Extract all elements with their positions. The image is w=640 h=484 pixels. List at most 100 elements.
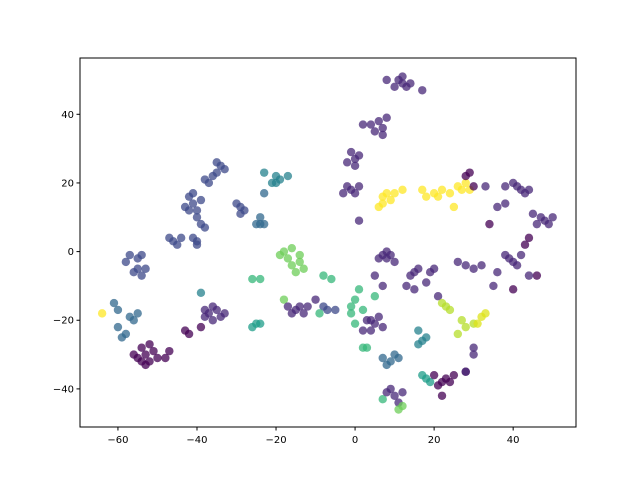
point xyxy=(544,219,553,229)
point xyxy=(382,254,391,263)
point xyxy=(327,274,336,284)
point xyxy=(113,322,123,332)
point xyxy=(414,326,423,335)
point xyxy=(153,353,162,363)
point xyxy=(358,305,368,315)
point xyxy=(457,316,466,325)
point xyxy=(493,202,502,212)
point xyxy=(378,123,387,133)
point xyxy=(378,130,387,140)
point xyxy=(508,285,518,294)
point xyxy=(378,322,387,332)
point xyxy=(319,271,328,280)
point xyxy=(394,353,403,363)
point xyxy=(370,271,380,280)
point xyxy=(390,189,399,198)
point xyxy=(125,250,134,260)
point xyxy=(425,377,435,387)
point xyxy=(141,350,150,359)
point xyxy=(406,79,415,88)
point xyxy=(390,257,399,267)
point xyxy=(461,367,470,376)
point xyxy=(366,120,376,129)
point xyxy=(489,281,498,291)
point xyxy=(374,312,383,322)
point xyxy=(437,391,447,400)
point xyxy=(374,116,383,126)
point xyxy=(232,199,241,208)
point xyxy=(469,182,478,191)
point xyxy=(196,288,206,297)
point xyxy=(256,319,265,328)
point xyxy=(386,195,395,205)
point xyxy=(200,312,210,322)
point xyxy=(445,189,455,198)
point xyxy=(354,182,364,191)
point xyxy=(433,381,443,390)
point xyxy=(390,82,399,92)
point xyxy=(279,295,289,304)
point xyxy=(425,267,435,277)
point xyxy=(378,394,387,404)
point xyxy=(129,267,138,277)
point xyxy=(390,391,399,400)
point xyxy=(382,75,391,85)
point xyxy=(362,316,372,325)
point xyxy=(200,175,210,184)
point xyxy=(362,343,372,352)
point xyxy=(461,261,470,270)
point xyxy=(299,264,308,273)
point xyxy=(188,199,198,208)
point xyxy=(422,192,431,201)
point xyxy=(481,182,490,191)
point xyxy=(303,302,312,311)
y-tick-label: 20 xyxy=(61,178,74,189)
x-tick-label: −40 xyxy=(186,435,207,446)
point xyxy=(184,206,194,215)
point xyxy=(137,357,146,366)
point xyxy=(208,302,217,311)
point xyxy=(137,271,146,280)
point xyxy=(406,271,415,280)
point xyxy=(192,240,202,249)
point xyxy=(350,319,360,328)
point xyxy=(248,274,257,284)
point xyxy=(433,192,443,201)
point xyxy=(259,189,269,198)
point xyxy=(473,319,482,328)
point xyxy=(512,261,522,270)
point xyxy=(418,185,427,195)
point xyxy=(536,213,546,222)
point xyxy=(493,267,502,277)
point xyxy=(429,370,439,380)
point xyxy=(256,274,265,284)
axes-frame xyxy=(79,57,577,428)
point xyxy=(259,219,269,229)
point xyxy=(433,292,443,301)
point xyxy=(331,305,340,315)
y-tick-label: 0 xyxy=(68,247,74,258)
point xyxy=(145,340,154,349)
point xyxy=(176,233,186,243)
point xyxy=(374,254,383,263)
point xyxy=(323,305,332,315)
point xyxy=(200,305,210,315)
point xyxy=(465,168,474,177)
y-tick-label: 40 xyxy=(61,110,74,121)
point xyxy=(299,309,308,318)
point xyxy=(374,202,383,212)
point xyxy=(275,250,285,260)
point xyxy=(283,171,293,181)
point xyxy=(449,370,459,380)
point xyxy=(339,189,348,198)
point xyxy=(311,295,320,304)
point xyxy=(382,113,391,122)
point xyxy=(129,350,138,359)
point xyxy=(445,305,455,315)
point xyxy=(342,158,352,167)
point xyxy=(291,267,300,277)
point xyxy=(287,261,297,270)
point xyxy=(358,120,368,129)
point xyxy=(398,185,407,195)
